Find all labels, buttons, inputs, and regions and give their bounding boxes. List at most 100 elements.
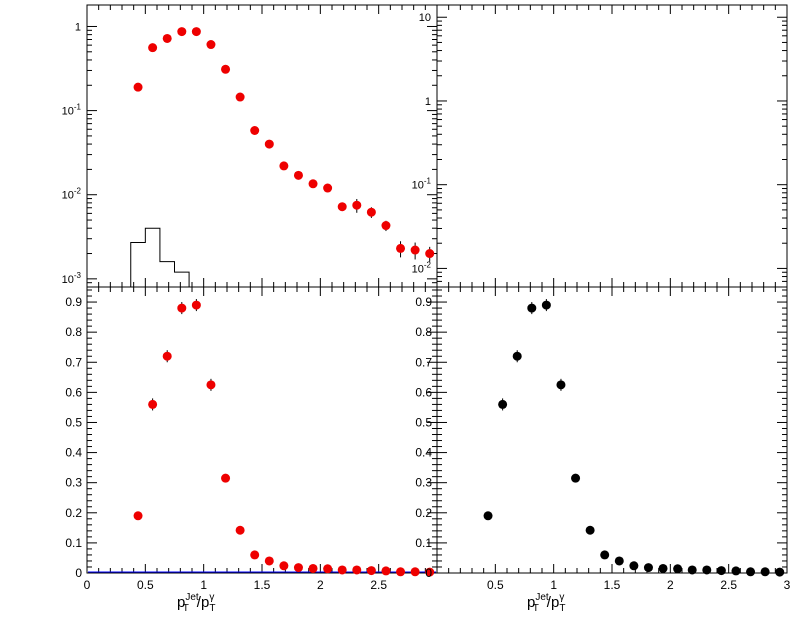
x-tick-label: 2 xyxy=(667,578,674,592)
data-point xyxy=(410,567,420,577)
x-tick-label: 0.5 xyxy=(137,578,154,592)
y-tick-label: 0.5 xyxy=(415,415,432,429)
y-tick-label-base: 10 xyxy=(62,106,74,118)
y-tick-label: 0.2 xyxy=(415,506,432,520)
y-tick-label: 0.4 xyxy=(65,446,82,460)
y-tick-label: 10-1 xyxy=(62,103,82,118)
y-tick-label: 0.6 xyxy=(65,385,82,399)
x-tick-label: 1 xyxy=(200,578,207,592)
data-point xyxy=(279,161,289,171)
x-tick-label: 1.5 xyxy=(604,578,621,592)
y-tick-label: 0 xyxy=(75,566,82,580)
data-point xyxy=(308,563,318,573)
data-point xyxy=(396,567,406,577)
data-point xyxy=(221,473,231,483)
plot-frame xyxy=(86,286,438,574)
x-tick-label: 2.5 xyxy=(370,578,387,592)
data-point xyxy=(396,243,406,253)
y-tick-label: 0.8 xyxy=(415,325,432,339)
y-tick-label: 0.6 xyxy=(415,385,432,399)
x-axis-title-sub: T xyxy=(183,603,189,614)
data-point xyxy=(556,380,566,390)
y-tick-label: 0.3 xyxy=(65,476,82,490)
plot-frame xyxy=(436,4,788,288)
x-axis-title-p: p xyxy=(527,594,535,611)
x-tick-label: 2 xyxy=(317,578,324,592)
data-point xyxy=(716,566,726,576)
x-tick-label: 1 xyxy=(550,578,557,592)
x-axis-title-sup: Jet xyxy=(535,592,549,603)
data-point xyxy=(760,567,770,577)
data-point xyxy=(410,245,420,255)
data-point xyxy=(323,183,333,193)
data-point xyxy=(366,566,376,576)
data-point xyxy=(337,202,347,212)
x-axis-title-sup2: γ xyxy=(559,592,564,603)
y-tick-label-exp: -1 xyxy=(74,103,82,112)
x-axis-title-slash: /p xyxy=(197,594,210,611)
data-point xyxy=(541,300,551,310)
x-axis-title-sup2: γ xyxy=(209,592,214,603)
y-tick-label: 10-2 xyxy=(412,260,432,275)
data-point xyxy=(177,27,187,37)
data-point xyxy=(629,561,639,571)
y-tick-label: 0.9 xyxy=(415,295,432,309)
x-tick-label: 3 xyxy=(784,578,791,592)
y-tick-label: 0.1 xyxy=(65,536,82,550)
data-point xyxy=(191,300,201,310)
data-point xyxy=(177,303,187,313)
y-tick-label: 0.3 xyxy=(415,476,432,490)
x-axis-title-slash: /p xyxy=(547,594,560,611)
y-tick-label: 10 xyxy=(419,12,431,24)
y-tick-label: 0.8 xyxy=(65,325,82,339)
data-point xyxy=(381,221,391,231)
data-point xyxy=(527,303,537,313)
data-point xyxy=(673,564,683,574)
data-point xyxy=(381,566,391,576)
data-point xyxy=(746,567,756,577)
y-tick-label: 10-1 xyxy=(412,177,432,192)
data-point xyxy=(731,566,741,576)
data-point xyxy=(148,43,158,53)
y-tick-label-exp: -1 xyxy=(424,177,432,186)
data-point xyxy=(702,565,712,575)
data-point xyxy=(600,550,610,560)
data-point xyxy=(133,511,143,521)
y-tick-label: 0.7 xyxy=(415,355,432,369)
x-axis-title-sub2: T xyxy=(559,603,565,614)
data-point xyxy=(264,556,274,566)
y-tick-label-exp: -3 xyxy=(74,271,82,280)
plot-frame xyxy=(86,4,438,288)
data-point xyxy=(206,40,216,50)
data-point xyxy=(425,567,435,577)
data-point xyxy=(498,399,508,409)
data-point xyxy=(614,556,624,566)
histogram-line xyxy=(130,227,190,287)
y-tick-label-base: 10 xyxy=(412,180,424,192)
plot-frame xyxy=(436,286,788,574)
data-point xyxy=(643,563,653,573)
y-tick-label: 0.1 xyxy=(415,536,432,550)
y-tick-label: 0.9 xyxy=(65,295,82,309)
data-point xyxy=(483,511,493,521)
data-point xyxy=(323,564,333,574)
y-tick-label-exp: -2 xyxy=(74,187,82,196)
x-axis-title: pJet T/pγ T xyxy=(177,592,215,614)
panel-bottom-right: 0 0.1 0.2 0.3 0.4 0.5 0.6 0.7 0.8 0.9 0.5 1 1.5 2 2.5 3… xyxy=(415,286,791,614)
data-point xyxy=(293,563,303,573)
data-point xyxy=(279,561,289,571)
y-tick-label-base: 10 xyxy=(62,274,74,286)
data-point xyxy=(687,565,697,575)
y-tick-label: 10-2 xyxy=(62,187,82,202)
data-point xyxy=(512,351,522,361)
y-tick-label: 1 xyxy=(425,96,431,108)
y-tick-label: 0.5 xyxy=(65,415,82,429)
y-tick-label-base: 10 xyxy=(412,263,424,275)
x-axis-title-sub: T xyxy=(533,603,539,614)
y-tick-label: 0.7 xyxy=(65,355,82,369)
data-point xyxy=(425,249,435,259)
data-point xyxy=(133,82,143,92)
y-tick-label: 10-3 xyxy=(62,271,82,286)
